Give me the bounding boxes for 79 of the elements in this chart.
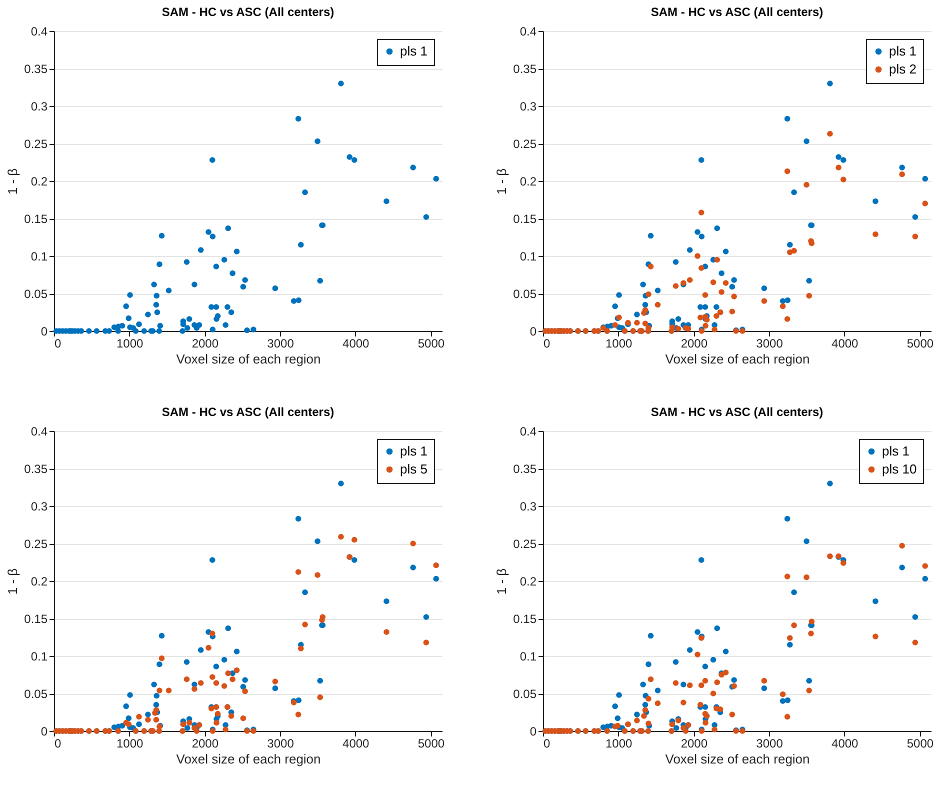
y-axis-title: 1 - β bbox=[5, 168, 20, 195]
x-axis-title: Voxel size of each region bbox=[176, 352, 321, 366]
x-tick-label: 5000 bbox=[906, 336, 934, 350]
y-tick-label: 0.05 bbox=[513, 287, 537, 301]
x-tick-label: 4000 bbox=[342, 336, 370, 350]
y-tick-label: 0.2 bbox=[30, 174, 48, 188]
chart-title: SAM - HC vs ASC (All centers) bbox=[162, 405, 334, 419]
y-tick-label: 0.35 bbox=[24, 462, 48, 476]
y-tick-label: 0.4 bbox=[30, 24, 48, 38]
x-tick-label: 2000 bbox=[680, 736, 708, 750]
y-axis-title: 1 - β bbox=[494, 568, 510, 595]
x-tick-label: 1000 bbox=[605, 736, 633, 750]
x-tick-label: 3000 bbox=[267, 336, 294, 350]
legend-label: pls 1 bbox=[400, 444, 428, 458]
x-tick-label: 3000 bbox=[756, 736, 784, 750]
x-axis-title: Voxel size of each region bbox=[665, 352, 810, 366]
y-tick-label: 0 bbox=[530, 324, 537, 338]
x-tick-label: 0 bbox=[544, 736, 550, 750]
legend-label: pls 1 bbox=[889, 44, 916, 58]
x-tick-label: 3000 bbox=[756, 336, 784, 350]
chart-title: SAM - HC vs ASC (All centers) bbox=[162, 5, 334, 19]
x-tick-label: 5000 bbox=[906, 736, 934, 750]
y-tick-label: 0.35 bbox=[513, 62, 537, 76]
y-tick-label: 0.4 bbox=[30, 424, 48, 438]
y-tick-label: 0.3 bbox=[520, 500, 537, 514]
y-tick-label: 0.05 bbox=[24, 287, 48, 301]
y-tick-label: 0 bbox=[530, 724, 537, 738]
legend-label: pls 1 bbox=[882, 444, 910, 458]
x-tick-label: 4000 bbox=[342, 736, 370, 750]
x-tick-label: 2000 bbox=[192, 736, 219, 750]
y-tick-label: 0.25 bbox=[513, 537, 537, 551]
y-tick-label: 0.4 bbox=[520, 424, 537, 438]
y-tick-label: 0.25 bbox=[24, 537, 48, 551]
x-tick-label: 4000 bbox=[832, 336, 859, 350]
x-axis-title: Voxel size of each region bbox=[176, 752, 321, 766]
x-tick-label: 4000 bbox=[832, 736, 859, 750]
legend-label: pls 10 bbox=[882, 462, 917, 476]
x-tick-label: 5000 bbox=[418, 336, 445, 350]
x-tick-label: 0 bbox=[54, 336, 62, 350]
y-tick-label: 0.2 bbox=[30, 574, 48, 588]
y-tick-label: 0.3 bbox=[520, 100, 537, 114]
x-tick-label: 0 bbox=[54, 736, 62, 750]
y-tick-label: 0.4 bbox=[520, 24, 537, 38]
y-tick-label: 0.1 bbox=[30, 650, 48, 664]
x-tick-label: 1000 bbox=[116, 336, 144, 350]
y-tick-label: 0.15 bbox=[24, 212, 48, 226]
legend-label: pls 2 bbox=[889, 62, 916, 76]
chart-title: SAM - HC vs ASC (All centers) bbox=[650, 5, 824, 19]
y-tick-label: 0 bbox=[40, 724, 48, 738]
legend-label: pls 1 bbox=[400, 44, 428, 58]
x-tick-label: 2000 bbox=[192, 336, 219, 350]
y-tick-label: 0.35 bbox=[513, 462, 537, 476]
y-axis-title: 1 - β bbox=[494, 168, 510, 195]
y-tick-label: 0.15 bbox=[24, 612, 48, 626]
y-tick-label: 0.3 bbox=[30, 100, 48, 114]
y-tick-label: 0.2 bbox=[520, 174, 537, 188]
x-tick-label: 2000 bbox=[680, 336, 708, 350]
chart-title: SAM - HC vs ASC (All centers) bbox=[650, 405, 824, 419]
legend-label: pls 5 bbox=[400, 462, 428, 476]
y-tick-label: 0.1 bbox=[520, 650, 537, 664]
x-axis-title: Voxel size of each region bbox=[665, 752, 810, 766]
y-tick-label: 0.15 bbox=[513, 612, 537, 626]
y-tick-label: 0 bbox=[40, 324, 48, 338]
y-tick-label: 0.1 bbox=[520, 250, 537, 264]
y-tick-label: 0.1 bbox=[30, 250, 48, 264]
x-tick-label: 0 bbox=[544, 336, 550, 350]
y-tick-label: 0.05 bbox=[513, 687, 537, 701]
x-tick-label: 1000 bbox=[116, 736, 144, 750]
x-tick-label: 3000 bbox=[267, 736, 294, 750]
y-tick-label: 0.25 bbox=[513, 137, 537, 151]
y-tick-label: 0.25 bbox=[24, 137, 48, 151]
x-tick-label: 1000 bbox=[605, 336, 633, 350]
y-tick-label: 0.05 bbox=[24, 687, 48, 701]
y-tick-label: 0.35 bbox=[24, 62, 48, 76]
y-tick-label: 0.2 bbox=[520, 574, 537, 588]
y-axis-title: 1 - β bbox=[5, 568, 20, 595]
x-tick-label: 5000 bbox=[418, 736, 445, 750]
y-tick-label: 0.15 bbox=[513, 212, 537, 226]
y-tick-label: 0.3 bbox=[30, 500, 48, 514]
